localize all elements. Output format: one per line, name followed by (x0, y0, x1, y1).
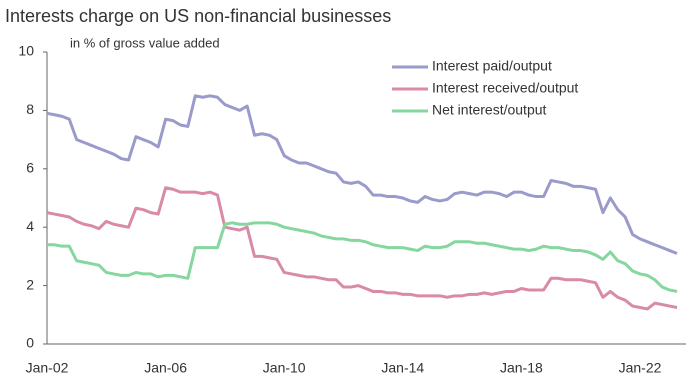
y-tick-label: 8 (26, 101, 34, 117)
x-tick-label: Jan-02 (26, 360, 69, 376)
series-line (47, 221, 678, 293)
x-tick-label: Jan-14 (381, 360, 424, 376)
y-tick-label: 2 (26, 276, 34, 292)
legend-label: Interest paid/output (432, 58, 552, 74)
chart-title: Interests charge on US non-financial bus… (5, 6, 391, 26)
series-line (46, 94, 678, 255)
series-line (46, 186, 678, 311)
legend-label: Net interest/output (432, 102, 547, 118)
y-tick-label: 0 (26, 335, 34, 351)
x-tick-label: Jan-18 (500, 360, 543, 376)
x-tick-label: Jan-10 (263, 360, 306, 376)
y-tick-label: 10 (18, 43, 34, 59)
x-tick-label: Jan-22 (619, 360, 662, 376)
chart-subtitle: in % of gross value added (70, 35, 220, 50)
y-tick-label: 4 (26, 218, 34, 234)
legend-label: Interest received/output (432, 80, 578, 96)
x-tick-label: Jan-06 (144, 360, 187, 376)
y-tick-label: 6 (26, 160, 34, 176)
